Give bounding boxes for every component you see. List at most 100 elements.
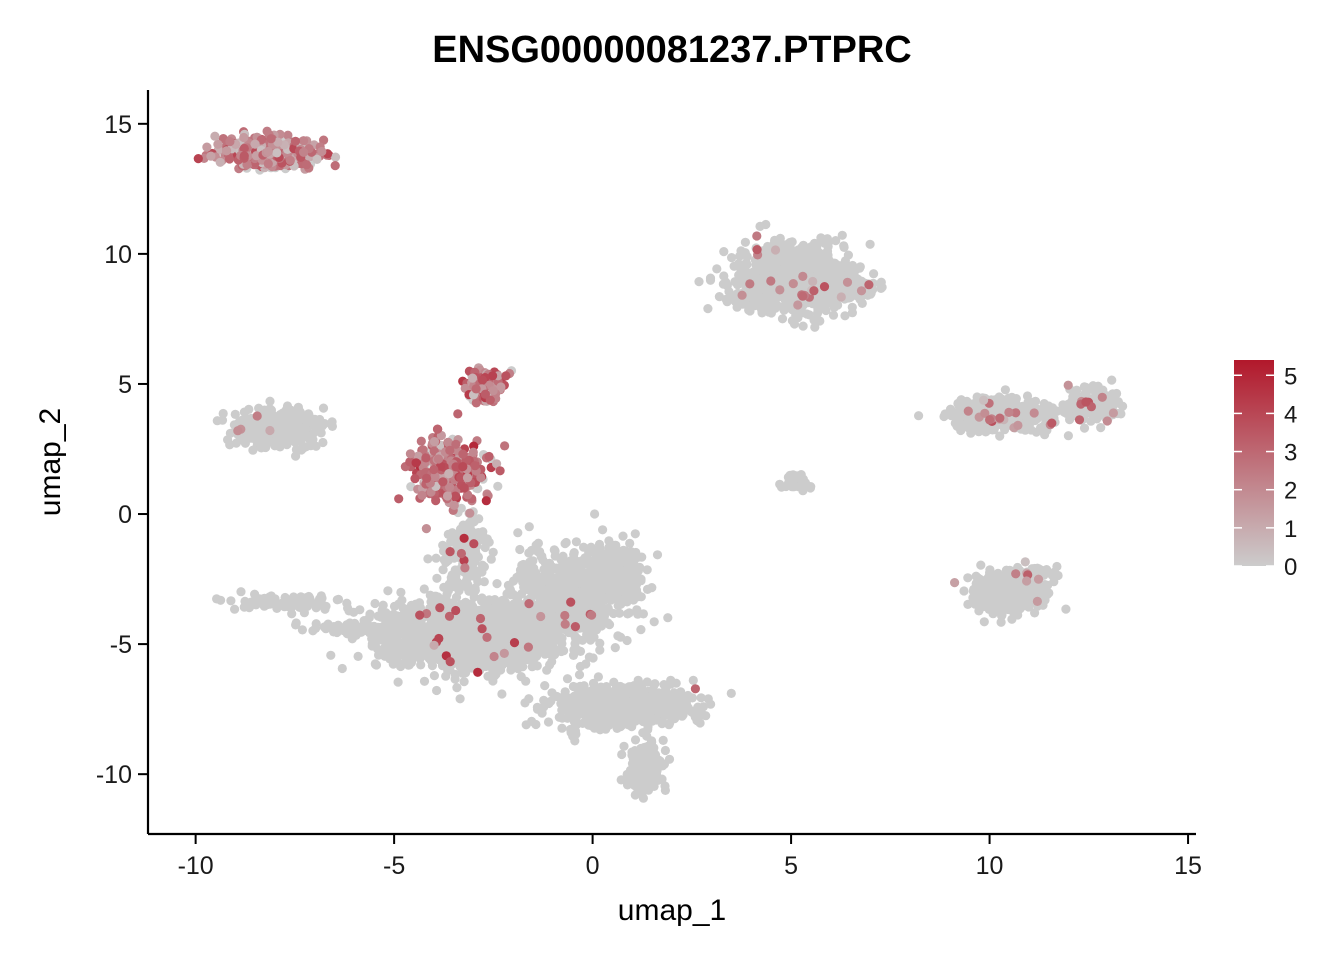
cell-point xyxy=(547,656,557,667)
cell-point xyxy=(464,571,474,581)
cell-point xyxy=(290,430,300,440)
cell-point xyxy=(526,545,537,556)
cell-point xyxy=(408,642,418,652)
cell-point xyxy=(236,587,246,597)
cell-point xyxy=(574,670,585,680)
cell-point xyxy=(630,685,640,696)
cell-point xyxy=(719,271,729,281)
cell-point xyxy=(389,601,400,612)
cell-point xyxy=(230,409,240,419)
cell-point xyxy=(791,310,801,320)
cell-point xyxy=(443,529,453,540)
cell-point xyxy=(450,534,460,544)
cell-point xyxy=(414,635,424,645)
cell-point xyxy=(438,565,448,575)
cell-point xyxy=(740,237,751,247)
cell-point xyxy=(370,659,380,669)
cell-point xyxy=(308,626,318,636)
cell-point xyxy=(527,662,537,672)
cell-point xyxy=(353,651,363,662)
cell-point xyxy=(559,590,569,600)
cell-point xyxy=(416,620,426,630)
cell-point xyxy=(597,549,608,559)
cell-point xyxy=(540,681,550,691)
cell-point xyxy=(556,644,566,654)
cell-point xyxy=(426,597,436,607)
cell-point xyxy=(381,610,391,620)
cell-point xyxy=(542,573,552,584)
cell-point xyxy=(245,420,255,430)
cell-point xyxy=(304,431,314,441)
cell-point xyxy=(316,591,326,601)
cell-point xyxy=(239,602,249,612)
cell-point xyxy=(383,586,393,596)
cell-point xyxy=(547,585,557,595)
cell-point xyxy=(590,619,600,629)
cell-point xyxy=(594,698,604,708)
cell-point xyxy=(547,599,557,609)
cell-point xyxy=(536,585,546,595)
cell-point xyxy=(633,566,644,576)
cell-point xyxy=(800,247,810,257)
cell-point xyxy=(459,667,469,677)
cell-point xyxy=(576,559,586,569)
cell-point xyxy=(486,554,496,564)
cell-point xyxy=(595,645,605,655)
cell-point xyxy=(397,595,407,605)
cell-point xyxy=(516,672,526,682)
chart-title: ENSG00000081237.PTPRC xyxy=(432,29,912,71)
cell-point xyxy=(269,438,279,448)
cell-point xyxy=(509,602,520,612)
cell-point xyxy=(505,621,515,631)
cell-point xyxy=(558,699,569,710)
cell-point xyxy=(466,611,476,621)
cell-point xyxy=(593,591,603,601)
cell-point xyxy=(293,402,303,412)
cell-point xyxy=(869,269,879,279)
cell-point xyxy=(542,560,553,571)
cell-point xyxy=(809,315,819,325)
cell-point xyxy=(450,674,460,684)
cell-point xyxy=(839,242,849,252)
cell-point xyxy=(543,717,554,727)
cell-point xyxy=(255,426,265,436)
cell-point xyxy=(567,710,577,720)
cell-point xyxy=(843,250,854,260)
cell-point xyxy=(759,266,770,277)
cell-point xyxy=(320,419,330,429)
cell-point xyxy=(378,600,388,610)
cell-point xyxy=(406,482,416,492)
cell-point xyxy=(766,301,776,311)
cell-point xyxy=(470,557,480,567)
cell-point xyxy=(393,636,403,647)
cell-point xyxy=(642,584,653,595)
cell-point xyxy=(617,749,627,760)
cell-point xyxy=(798,321,808,331)
cell-point xyxy=(512,610,522,620)
cell-point xyxy=(549,545,559,555)
cell-point xyxy=(827,271,838,281)
cell-point xyxy=(814,249,825,259)
cell-point xyxy=(298,443,308,453)
cell-point xyxy=(429,671,439,681)
cell-point xyxy=(780,295,790,305)
cell-point xyxy=(545,633,555,643)
cell-point xyxy=(223,435,233,445)
cell-point xyxy=(370,626,380,636)
cell-point xyxy=(589,632,599,642)
cell-point xyxy=(624,608,634,618)
cell-point xyxy=(318,437,328,448)
cell-point xyxy=(568,681,579,692)
cell-point xyxy=(652,550,663,560)
cell-point xyxy=(444,619,454,629)
cell-point xyxy=(452,683,462,693)
cell-point xyxy=(813,268,823,278)
cell-point xyxy=(625,538,635,549)
cell-point xyxy=(855,294,865,304)
cell-point xyxy=(420,627,430,637)
cell-point xyxy=(293,596,303,606)
cell-point xyxy=(593,672,604,682)
cell-point xyxy=(427,661,437,671)
cell-point xyxy=(557,723,567,733)
